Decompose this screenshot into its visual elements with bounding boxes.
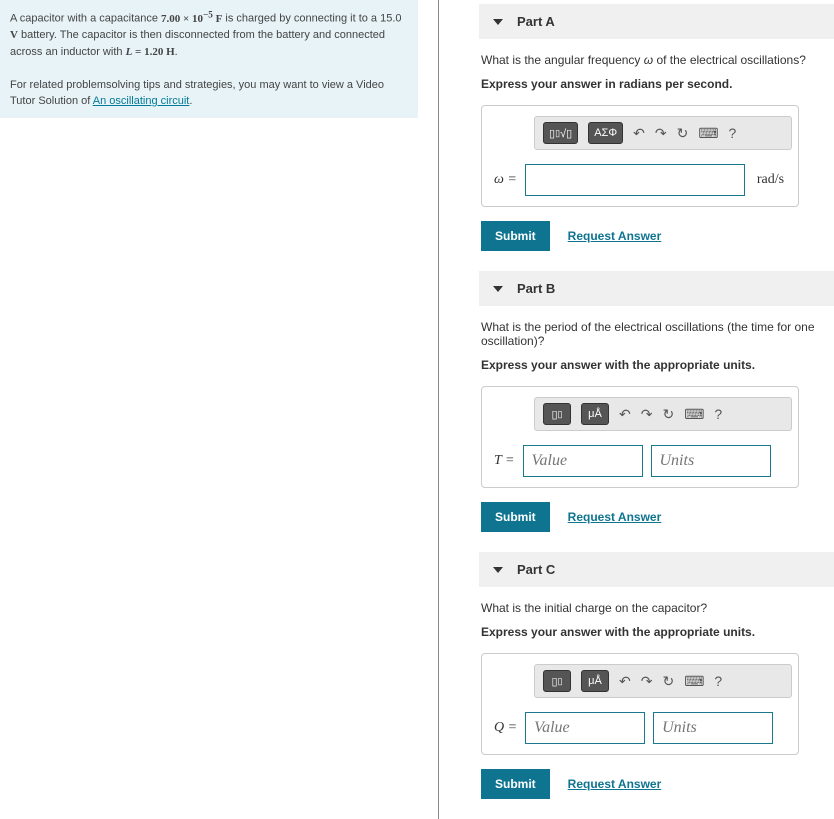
- reset-icon[interactable]: ↻: [662, 406, 674, 423]
- undo-icon[interactable]: ↶: [619, 673, 631, 690]
- keyboard-icon[interactable]: ⌨: [684, 406, 704, 423]
- help-icon[interactable]: ?: [714, 406, 722, 422]
- part-a-question: What is the angular frequency ω of the e…: [481, 53, 834, 67]
- redo-icon[interactable]: ↷: [641, 406, 653, 423]
- undo-icon[interactable]: ↶: [619, 406, 631, 423]
- caret-icon: [493, 19, 503, 25]
- request-answer-c[interactable]: Request Answer: [568, 777, 662, 791]
- part-c-header[interactable]: Part C: [479, 552, 834, 587]
- part-a-answer-area: ▯▯√▯ ΑΣΦ ↶ ↷ ↻ ⌨ ? ω = rad/s: [481, 105, 799, 207]
- submit-button-c[interactable]: Submit: [481, 769, 550, 799]
- part-b-instruction: Express your answer with the appropriate…: [481, 358, 834, 372]
- var-Q: Q =: [494, 720, 517, 736]
- template-icon[interactable]: ▯▯: [543, 403, 571, 425]
- part-c: Part C What is the initial charge on the…: [479, 552, 834, 799]
- request-answer-b[interactable]: Request Answer: [568, 510, 662, 524]
- keyboard-icon[interactable]: ⌨: [684, 673, 704, 690]
- part-b-title: Part B: [517, 281, 555, 296]
- T-value-input[interactable]: [523, 445, 643, 477]
- part-a-header[interactable]: Part A: [479, 4, 834, 39]
- caret-icon: [493, 286, 503, 292]
- caret-icon: [493, 567, 503, 573]
- redo-icon[interactable]: ↷: [655, 125, 667, 142]
- reset-icon[interactable]: ↻: [662, 673, 674, 690]
- omega-input[interactable]: [525, 164, 745, 196]
- submit-button-a[interactable]: Submit: [481, 221, 550, 251]
- template-icon[interactable]: ▯▯: [543, 670, 571, 692]
- toolbar-b: ▯▯ μÅ ↶ ↷ ↻ ⌨ ?: [534, 397, 792, 431]
- part-a: Part A What is the angular frequency ω o…: [479, 4, 834, 251]
- unit-rads: rad/s: [757, 172, 784, 188]
- help-icon[interactable]: ?: [729, 125, 737, 141]
- part-b-header[interactable]: Part B: [479, 271, 834, 306]
- video-tutor-link[interactable]: An oscillating circuit: [93, 95, 190, 107]
- part-c-title: Part C: [517, 562, 555, 577]
- greek-icon[interactable]: ΑΣΦ: [588, 122, 623, 144]
- part-b: Part B What is the period of the electri…: [479, 271, 834, 532]
- part-b-answer-area: ▯▯ μÅ ↶ ↷ ↻ ⌨ ? T =: [481, 386, 799, 488]
- part-c-answer-area: ▯▯ μÅ ↶ ↷ ↻ ⌨ ? Q =: [481, 653, 799, 755]
- divider: [438, 0, 439, 819]
- Q-value-input[interactable]: [525, 712, 645, 744]
- part-a-instruction: Express your answer in radians per secon…: [481, 77, 834, 91]
- problem-text: A capacitor with a capacitance: [10, 13, 161, 25]
- problem-statement: A capacitor with a capacitance 7.00 × 10…: [0, 0, 418, 118]
- Q-units-input[interactable]: [653, 712, 773, 744]
- mu-icon[interactable]: μÅ: [581, 403, 609, 425]
- var-omega: ω =: [494, 172, 517, 188]
- keyboard-icon[interactable]: ⌨: [698, 125, 718, 142]
- mu-icon[interactable]: μÅ: [581, 670, 609, 692]
- toolbar-c: ▯▯ μÅ ↶ ↷ ↻ ⌨ ?: [534, 664, 792, 698]
- template-icon[interactable]: ▯▯√▯: [543, 122, 578, 144]
- T-units-input[interactable]: [651, 445, 771, 477]
- submit-button-b[interactable]: Submit: [481, 502, 550, 532]
- help-icon[interactable]: ?: [714, 673, 722, 689]
- var-T: T =: [494, 453, 515, 469]
- part-b-question: What is the period of the electrical osc…: [481, 320, 834, 348]
- part-a-title: Part A: [517, 14, 555, 29]
- reset-icon[interactable]: ↻: [677, 125, 689, 142]
- request-answer-a[interactable]: Request Answer: [568, 229, 662, 243]
- undo-icon[interactable]: ↶: [633, 125, 645, 142]
- part-c-instruction: Express your answer with the appropriate…: [481, 625, 834, 639]
- part-c-question: What is the initial charge on the capaci…: [481, 601, 834, 615]
- toolbar-a: ▯▯√▯ ΑΣΦ ↶ ↷ ↻ ⌨ ?: [534, 116, 792, 150]
- redo-icon[interactable]: ↷: [641, 673, 653, 690]
